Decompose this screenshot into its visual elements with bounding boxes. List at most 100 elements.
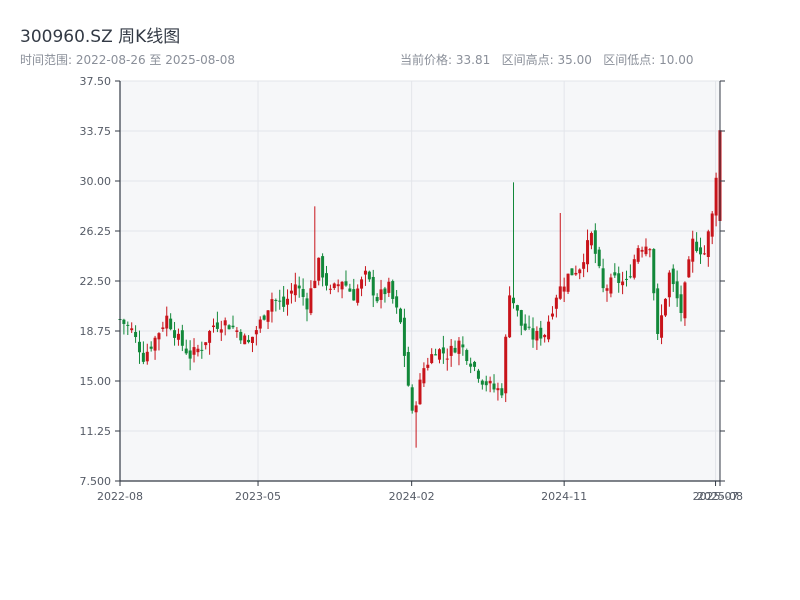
y-tick-label: 7.500 [80, 475, 112, 488]
candle-body [531, 328, 535, 340]
candle-body [418, 379, 422, 405]
candle-body [550, 313, 554, 317]
candle-body [636, 248, 640, 262]
candle-body [519, 310, 523, 326]
candle-body [469, 363, 473, 367]
candle-body [484, 381, 488, 386]
candle-body [457, 340, 461, 354]
candle-body [593, 230, 597, 254]
candle-body [130, 328, 134, 331]
candle-body [379, 289, 383, 300]
candle-body [492, 383, 496, 390]
x-tick-label: 2022-08 [97, 490, 143, 503]
candle-body [582, 262, 586, 269]
candle-body [547, 321, 551, 340]
candle-body [266, 310, 270, 322]
candle-body [488, 380, 492, 384]
candle-body [278, 300, 282, 302]
candle-body [710, 213, 714, 237]
candle-body [687, 259, 691, 278]
candle-body [215, 322, 219, 329]
candle-body [367, 271, 371, 280]
candle-body [473, 361, 477, 367]
candle-body [204, 342, 208, 346]
candle-body [219, 329, 223, 333]
candle-body [406, 352, 410, 386]
y-tick-label: 30.00 [80, 175, 112, 188]
candle-body [149, 346, 153, 349]
candle-body [188, 350, 192, 359]
candle-body [180, 330, 184, 346]
candle-body [605, 288, 609, 291]
candle-body [648, 249, 652, 251]
candle-body [126, 324, 130, 326]
candle-body [461, 344, 465, 348]
candle-body [539, 327, 543, 339]
candle-body [169, 318, 173, 330]
candle-body [656, 288, 660, 334]
candle-body [422, 368, 426, 384]
candle-body [628, 276, 632, 278]
candle-body [336, 284, 340, 287]
candle-body [301, 288, 305, 297]
candle-body [371, 276, 375, 296]
candle-body [597, 249, 601, 267]
candle-body [480, 380, 484, 385]
candle-body [476, 370, 480, 379]
candle-body [512, 297, 516, 304]
candle-body [706, 231, 710, 257]
candle-body [196, 348, 200, 353]
candle-body [137, 341, 141, 353]
x-tick-label: 2025-07 [693, 490, 739, 503]
y-tick-label: 11.25 [80, 425, 112, 438]
candle-body [235, 330, 239, 332]
candle-body [558, 286, 562, 299]
candle-body [434, 354, 438, 356]
candle-body [223, 320, 227, 326]
candle-body [363, 270, 367, 275]
y-tick-label: 18.75 [80, 325, 112, 338]
candle-body [699, 247, 703, 255]
candle-body [609, 277, 613, 294]
candle-body [535, 330, 539, 341]
candle-body [445, 358, 449, 360]
candle-body [683, 282, 687, 319]
candle-body [508, 295, 512, 338]
candle-body [554, 297, 558, 309]
candle-body [586, 240, 590, 265]
candle-body [165, 315, 169, 329]
candle-body [601, 268, 605, 289]
candle-body [212, 325, 216, 328]
candle-body [161, 327, 165, 330]
candle-body [675, 281, 679, 299]
candle-body [231, 325, 235, 328]
candle-body [274, 299, 278, 301]
candle-body [387, 281, 391, 293]
candle-body [617, 273, 621, 283]
axes: 37.50 33.75 30.00 26.25 22.50 18.75 15.00 11.25… [80, 75, 743, 503]
candle-body [254, 330, 258, 335]
candle-body [613, 272, 617, 276]
candle-body [305, 298, 309, 310]
x-tick-label: 2024-02 [389, 490, 435, 503]
candle-body [426, 364, 430, 368]
candle-body [258, 319, 262, 329]
candle-body [340, 281, 344, 290]
x-tick-label: 2023-05 [235, 490, 281, 503]
candle-body [192, 347, 196, 355]
candle-body [157, 333, 161, 340]
candle-body [247, 339, 251, 343]
candle-body [282, 296, 286, 307]
candle-body [562, 286, 566, 292]
candle-body [270, 299, 274, 312]
candle-body [453, 347, 457, 353]
candle-body [200, 349, 204, 351]
candle-body [523, 323, 527, 330]
candle-body [289, 290, 293, 294]
y-tick-label: 33.75 [80, 125, 112, 138]
candle-body [410, 387, 414, 411]
candle-body [515, 305, 519, 311]
candle-body [644, 246, 648, 255]
chart-title: 300960.SZ 周K线图 [20, 27, 181, 47]
